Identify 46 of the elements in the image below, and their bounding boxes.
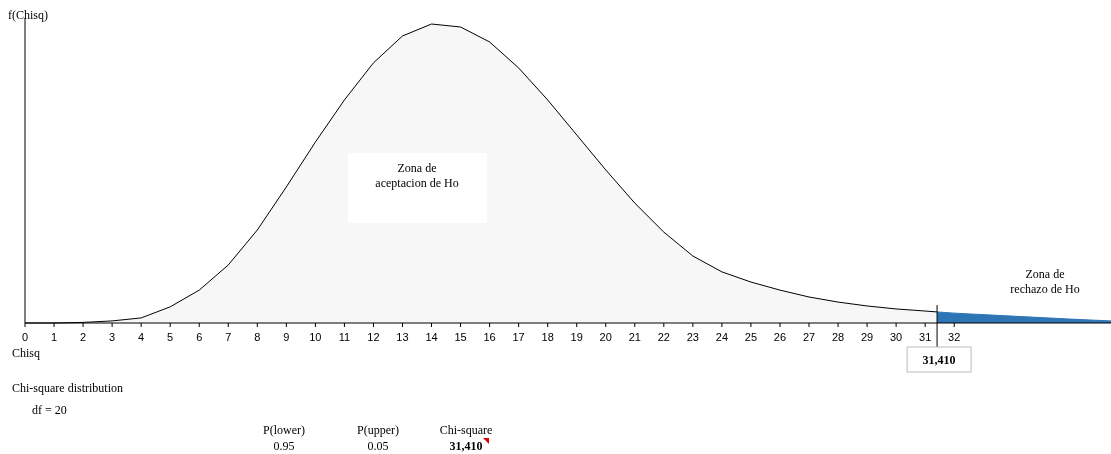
x-tick-label: 22 <box>657 331 670 343</box>
x-tick-label: 16 <box>483 331 496 343</box>
text: P(lower) <box>263 423 305 437</box>
x-tick-label: 19 <box>570 331 583 343</box>
x-tick-label: 14 <box>425 331 438 343</box>
x-tick-label: 11 <box>338 331 351 343</box>
text: P(upper) <box>357 423 399 437</box>
x-tick-label: 8 <box>254 331 261 343</box>
x-tick-label: 10 <box>309 331 322 343</box>
text: Chi-square <box>439 423 493 437</box>
x-tick-label: 26 <box>773 331 787 343</box>
x-tick-label: 20 <box>599 331 612 343</box>
x-tick-label: 18 <box>541 331 554 343</box>
text: 31,410 <box>449 439 483 453</box>
x-tick-label: 24 <box>715 331 729 343</box>
text: 0.95 <box>273 439 295 453</box>
x-tick-label: 5 <box>167 331 174 343</box>
x-tick-label: 0 <box>21 331 29 343</box>
x-tick-label: 32 <box>948 331 961 343</box>
x-tick-label: 15 <box>454 331 467 343</box>
text: 0.05 <box>367 439 389 453</box>
annotation: Zona de rechazo de Ho <box>1010 267 1080 296</box>
x-tick-label: 2 <box>80 331 87 343</box>
x-tick-label: 1 <box>50 331 58 343</box>
annotation: Zona de aceptacion de Ho <box>375 161 459 190</box>
x-tick-label: 28 <box>831 331 845 343</box>
x-tick-label: 29 <box>860 331 874 343</box>
x-tick-label: 12 <box>367 331 380 343</box>
x-tick-label: 23 <box>686 331 699 343</box>
x-tick-label: 13 <box>396 331 409 343</box>
x-tick-label: 25 <box>744 331 758 343</box>
x-tick-label: 9 <box>283 331 290 343</box>
y-axis-title: f(Chisq) <box>8 8 48 22</box>
text: Chi-square distribution <box>12 381 123 395</box>
ref-line-label: 31,410 <box>922 353 956 367</box>
x-tick-label: 3 <box>109 331 116 343</box>
text: df = 20 <box>32 403 67 417</box>
x-tick-label: 4 <box>138 331 145 343</box>
x-tick-label: 6 <box>196 331 203 343</box>
x-axis-title: Chisq <box>12 346 41 360</box>
x-tick-label: 27 <box>802 331 816 343</box>
x-tick-label: 30 <box>890 331 903 343</box>
x-tick-label: 31 <box>919 331 932 343</box>
x-tick-label: 7 <box>225 331 232 343</box>
x-tick-label: 17 <box>512 331 525 343</box>
x-tick-label: 21 <box>628 331 641 343</box>
